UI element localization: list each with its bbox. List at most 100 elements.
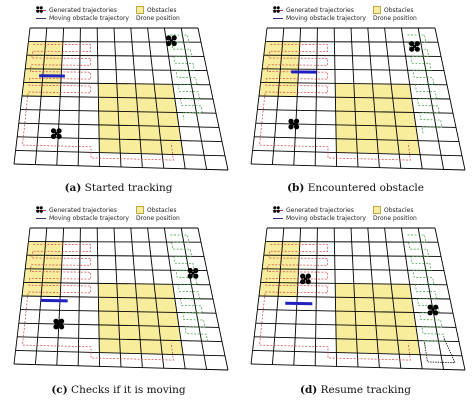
obstacle-cell [42,268,62,283]
generated-trajectory [259,243,411,361]
drone-rotor [56,128,62,134]
obstacle-cell [391,284,412,299]
obstacle-cell [23,268,44,283]
drone-icon [273,206,280,213]
obstacle-cell [119,339,142,354]
obstacle-cell [260,268,281,283]
legend-moving-label: Moving obstacle trajectory [286,214,366,222]
drone-body [292,122,296,126]
drone-rotor [193,267,199,274]
obstacle-cell [98,297,119,312]
obstacle-cell [138,125,161,141]
grid-line-horizontal [17,336,223,343]
obstacle-cell [157,312,179,327]
drone-body [169,39,173,43]
obstacle-cell [377,139,400,155]
obstacle-cell [160,340,184,355]
obstacle-cell [155,98,177,113]
drone-rotor [300,279,306,285]
grid-line-horizontal [18,122,220,128]
obstacle-cell [335,324,357,340]
obstacle-cell [335,111,356,126]
obstacle-cell [391,84,412,99]
obstacle-cell [99,338,121,354]
legend-generated-label: Generated trajectories [286,6,354,14]
obstacle-cell [356,339,379,354]
obstacle-cell [260,68,281,83]
panel-d: Generated trajectories Obstacles Moving … [237,200,474,401]
drone-rotor [53,318,59,324]
legend-drone-label: Drone position [136,14,180,22]
obstacle-cell [263,41,283,56]
obstacle-cell [395,126,419,141]
drone-rotor [427,310,433,316]
obstacle-cell [137,111,159,127]
obstacle-cell [280,255,300,270]
obstacle-cell [281,41,300,56]
resumed-trajectory [423,338,456,364]
obstacle-cell [374,111,396,127]
grid-diagram-c [13,227,229,371]
grid-line-horizontal [15,349,226,357]
obstacle-cell [140,339,163,355]
obstacle-cell [397,340,421,355]
obstacle-cell [354,297,375,312]
grid-line-horizontal [13,363,229,371]
obstacle-cell [43,255,63,270]
grid-line-horizontal [265,41,439,43]
obstacle-cell [377,339,400,355]
drone-icon [36,206,43,213]
drone-body [57,322,61,326]
grid-line-horizontal [258,95,451,100]
legend-moving-label: Moving obstacle trajectory [49,214,129,222]
legend-d: Generated trajectories Obstacles Moving … [273,206,423,222]
obstacle-cell [138,325,161,341]
obstacle-cell [335,297,356,312]
obstacle-cell [116,283,137,298]
obstacle-cell [98,97,119,112]
obstacle-swatch [136,6,144,14]
obstacle-cell [280,55,300,70]
obstacle-cell [98,311,119,326]
obstacle-cell [118,125,141,140]
obstacle-cell [22,282,43,297]
obstacle-cell [135,83,156,99]
obstacle-cell [44,241,63,256]
caption-b: (b) Encountered obstacle [287,182,424,194]
obstacle-cell [263,241,283,256]
obstacle-cell [22,82,43,97]
obstacle-cell [392,298,414,313]
drone-rotor [187,267,193,274]
drone-body [413,44,416,48]
grid-line-horizontal [260,281,448,286]
obstacle-cell [98,124,120,140]
obstacle-cell [137,311,159,327]
obstacle-cell [335,83,355,98]
drone-rotor [288,118,294,124]
obstacle-cell [355,111,376,126]
legend-drone-label: Drone position [136,214,180,222]
obstacle-cell [336,138,358,154]
obstacle-swatch [373,206,381,214]
legend-obstacles-label: Obstacles [147,206,177,214]
drone-body [54,132,58,136]
obstacle-cell [117,297,138,312]
obstacle-cell [259,82,280,97]
grid-diagram-b [250,27,466,171]
obstacle-cell [372,83,393,99]
obstacle-cell [373,297,395,313]
obstacle-cell [43,55,63,70]
legend-moving-label: Moving obstacle trajectory [286,14,366,22]
obstacle-cell [158,126,182,141]
obstacle-cell [116,83,137,98]
obstacle-cell [335,283,355,298]
obstacle-cell [136,297,158,313]
obstacle-cell [154,84,175,99]
obstacle-cell [281,241,300,256]
obstacle-cell [354,97,375,112]
grid-line-horizontal [26,54,205,57]
grid-line-horizontal [252,349,463,357]
obstacle-cell [355,325,378,340]
obstacle-cell [355,311,376,326]
drone-icon [166,35,177,47]
